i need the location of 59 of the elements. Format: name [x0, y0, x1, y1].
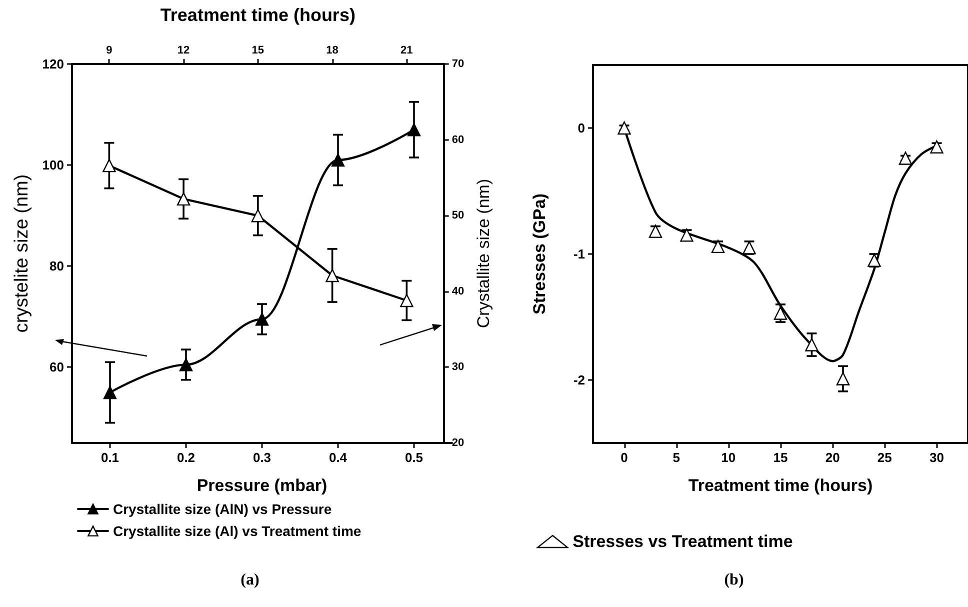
y-axis-title: Stresses (GPa)	[530, 194, 549, 314]
y-tick-label: 40	[452, 285, 464, 298]
x-tick-label: 21	[400, 44, 413, 56]
legend-label: Crystallite size (Al) vs Treatment time	[113, 523, 362, 539]
point	[898, 152, 912, 165]
y-tick-label: 60	[50, 360, 64, 375]
point	[255, 312, 269, 326]
legend-label: Stresses vs Treatment time	[572, 532, 793, 551]
x-tick-label: 30	[930, 450, 944, 465]
point	[102, 158, 116, 172]
x-tick-label: 15	[773, 450, 788, 465]
x-tick-label: 12	[177, 44, 190, 56]
y-axis-title: Crystallite size (nm)	[474, 178, 493, 328]
text: (a)	[240, 572, 260, 588]
x-tick-label: 9	[106, 44, 112, 56]
point	[326, 268, 339, 282]
y-tick-label: 60	[452, 134, 464, 146]
legend-label: Crystallite size (AlN) vs Pressure	[113, 501, 332, 517]
y-tick-label: -1	[573, 246, 585, 262]
y-tick-label: 50	[452, 210, 464, 222]
y-tick-label: 20	[452, 437, 464, 449]
x-tick-label: 20	[825, 450, 840, 465]
y-tick-label: 100	[42, 158, 64, 173]
x-tick-label: 0.1	[100, 450, 120, 465]
point	[774, 306, 788, 320]
x-tick-label: 0.4	[328, 450, 348, 465]
x-tick-label: 0	[620, 450, 628, 465]
y-tick-label: 30	[452, 361, 464, 374]
x-axis-title: Pressure (mbar)	[196, 476, 328, 495]
point	[680, 228, 694, 242]
x-tick-label: 5	[672, 450, 680, 465]
point	[176, 192, 190, 206]
y-axis-title: crystelite size (nm)	[11, 174, 32, 333]
point	[400, 294, 414, 308]
point	[618, 121, 631, 135]
point	[103, 386, 117, 400]
point	[407, 123, 421, 136]
y-tick-label: 80	[50, 258, 64, 274]
y-tick-label: 70	[452, 58, 464, 70]
point	[805, 338, 818, 352]
y-tick-label: -2	[573, 372, 585, 388]
point	[711, 240, 725, 254]
point	[648, 224, 662, 238]
point	[331, 153, 345, 167]
y-tick-label: 120	[42, 56, 64, 72]
x-tick-label: 0.3	[252, 450, 272, 465]
x-axis-title: Treatment time (hours)	[160, 5, 356, 25]
text: (b)	[724, 572, 744, 588]
point	[179, 358, 193, 372]
x-tick-label: 0.5	[404, 450, 424, 465]
point	[251, 209, 265, 222]
x-tick-label: 18	[326, 44, 338, 56]
x-tick-label: 25	[877, 450, 892, 465]
point	[836, 372, 850, 386]
x-tick-label: 15	[252, 44, 264, 56]
x-tick-label: 0.2	[176, 450, 196, 465]
x-axis-title: Treatment time (hours)	[688, 476, 873, 495]
y-tick-label: 0	[578, 120, 585, 136]
x-tick-label: 10	[721, 450, 736, 465]
